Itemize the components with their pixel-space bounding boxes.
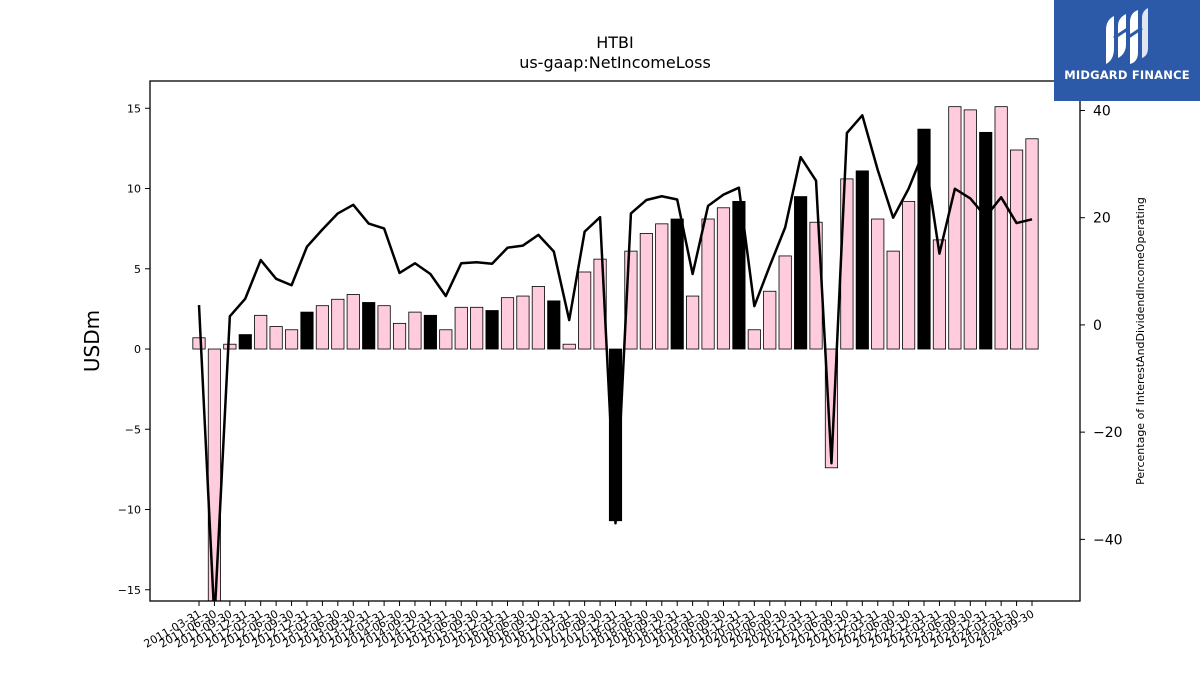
bar-2013-06-30 bbox=[331, 298, 345, 350]
bar-2015-06-30 bbox=[454, 306, 468, 350]
bar-2011-06-30 bbox=[207, 348, 221, 601]
bar-2024-06-30 bbox=[1010, 149, 1024, 350]
y2-tick-label: −20 bbox=[1093, 425, 1123, 441]
y-tick-label: 15 bbox=[127, 102, 141, 115]
bar-2014-09-30 bbox=[408, 311, 422, 350]
bar-2017-06-30 bbox=[578, 271, 592, 350]
bar-2013-12-31 bbox=[362, 302, 376, 350]
bar-2022-12-31 bbox=[917, 128, 931, 350]
bar-2022-09-30 bbox=[902, 200, 916, 350]
axes-group: −15−10−5051015−40−20020402011-03-312011-… bbox=[118, 80, 1123, 651]
bar-2014-06-30 bbox=[392, 322, 407, 350]
bar-2011-12-31 bbox=[238, 334, 252, 350]
bar-2019-12-31 bbox=[732, 200, 746, 350]
bar-2020-06-30 bbox=[763, 290, 777, 350]
y-tick-label: 10 bbox=[127, 183, 141, 196]
bar-2015-09-30 bbox=[470, 306, 484, 350]
bar-2020-12-31 bbox=[794, 196, 808, 350]
y-tick-label: −10 bbox=[118, 504, 141, 517]
line-series bbox=[197, 114, 1033, 601]
bar-2018-06-30 bbox=[639, 233, 653, 350]
bar-2016-09-30 bbox=[531, 286, 545, 350]
bar-2023-03-31 bbox=[932, 239, 947, 350]
bar-2022-06-30 bbox=[886, 250, 900, 350]
bar-2023-09-30 bbox=[963, 109, 977, 350]
midgard-logo: MIDGARD FINANCE bbox=[1054, 0, 1200, 101]
y2-tick-label: 0 bbox=[1093, 318, 1102, 334]
y-tick-label: −15 bbox=[118, 584, 141, 597]
bar-2016-12-31 bbox=[547, 300, 561, 350]
line-group bbox=[197, 114, 1033, 601]
bar-2014-03-31 bbox=[377, 305, 391, 350]
y-axis-label: USDm bbox=[80, 310, 104, 372]
midgard-logo-icon bbox=[1106, 8, 1148, 64]
y2-axis-label: Percentage of InterestAndDividendIncomeO… bbox=[1134, 197, 1147, 485]
bar-2019-03-31 bbox=[686, 295, 700, 350]
y-tick-label: −5 bbox=[125, 423, 141, 436]
bar-2012-09-30 bbox=[284, 329, 299, 350]
y2-tick-label: −40 bbox=[1093, 532, 1123, 548]
y2-tick-label: 20 bbox=[1093, 211, 1111, 227]
y2-tick-label: 40 bbox=[1093, 103, 1111, 119]
bar-2022-03-31 bbox=[871, 218, 885, 350]
y-tick-label: 5 bbox=[134, 263, 141, 276]
bar-2011-09-30 bbox=[223, 343, 237, 350]
bar-2018-09-30 bbox=[655, 223, 669, 350]
bar-2012-12-31 bbox=[300, 311, 314, 350]
bar-2013-03-31 bbox=[315, 305, 329, 350]
bar-2017-03-31 bbox=[562, 343, 576, 350]
bar-2014-12-31 bbox=[423, 314, 437, 350]
bar-2015-12-31 bbox=[485, 310, 499, 350]
logo-text: MIDGARD FINANCE bbox=[1064, 68, 1190, 82]
bar-2021-12-31 bbox=[855, 170, 869, 350]
bar-2024-09-30 bbox=[1025, 138, 1039, 350]
bar-2015-03-31 bbox=[439, 329, 453, 350]
chart-subtitle: us-gaap:NetIncomeLoss bbox=[519, 53, 711, 72]
bar-2020-09-30 bbox=[778, 255, 792, 350]
y-tick-label: 0 bbox=[134, 343, 141, 356]
bar-2011-03-31 bbox=[192, 337, 206, 350]
bar-2018-12-31 bbox=[670, 218, 684, 350]
bar-2016-06-30 bbox=[516, 295, 530, 350]
bar-2012-03-31 bbox=[254, 314, 268, 350]
bar-2023-06-30 bbox=[948, 106, 962, 350]
bar-2016-03-31 bbox=[500, 297, 515, 350]
bar-2013-09-30 bbox=[346, 294, 360, 350]
bar-2024-03-31 bbox=[994, 106, 1008, 350]
bar-2012-06-30 bbox=[269, 326, 283, 350]
bar-2020-03-31 bbox=[747, 329, 761, 350]
chart-title: HTBI bbox=[596, 33, 634, 52]
bar-2023-12-31 bbox=[979, 131, 993, 350]
bar-2019-09-30 bbox=[716, 207, 731, 350]
bar-2019-06-30 bbox=[701, 218, 715, 350]
